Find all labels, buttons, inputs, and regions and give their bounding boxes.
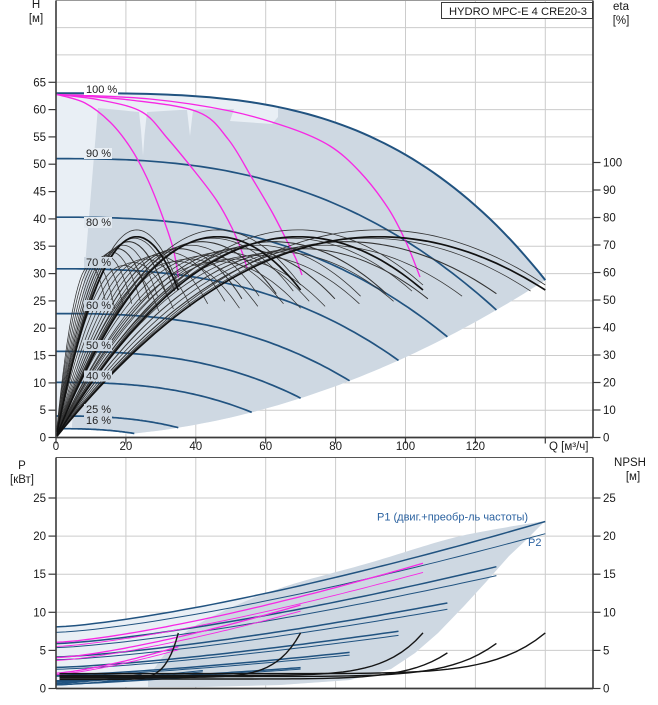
svg-text:20: 20: [33, 531, 46, 543]
svg-text:30: 30: [603, 350, 616, 362]
svg-text:120: 120: [466, 441, 485, 453]
svg-text:P1 (двиг.+преобр-ль частоты): P1 (двиг.+преобр-ль частоты): [377, 512, 528, 524]
svg-text:eta: eta: [613, 1, 630, 13]
svg-text:H: H: [32, 0, 40, 11]
svg-text:20: 20: [33, 323, 46, 335]
svg-text:50: 50: [33, 159, 46, 171]
svg-text:100 %: 100 %: [86, 84, 117, 96]
svg-text:50: 50: [603, 295, 616, 307]
svg-text:25: 25: [33, 493, 46, 505]
svg-text:70: 70: [603, 240, 616, 252]
svg-text:15: 15: [33, 351, 46, 363]
svg-text:P2: P2: [528, 537, 541, 549]
svg-text:HYDRO MPC-E 4 CRE20-3: HYDRO MPC-E 4 CRE20-3: [449, 6, 587, 18]
svg-text:[м]: [м]: [626, 471, 640, 483]
svg-text:25: 25: [33, 296, 46, 308]
svg-text:40: 40: [33, 214, 46, 226]
svg-text:5: 5: [603, 645, 609, 657]
svg-text:[м]: [м]: [29, 13, 43, 25]
svg-text:30: 30: [33, 269, 46, 281]
svg-text:25: 25: [603, 493, 616, 505]
svg-text:10: 10: [603, 607, 616, 619]
svg-text:[кВт]: [кВт]: [10, 474, 34, 486]
svg-text:60: 60: [603, 268, 616, 280]
svg-text:10: 10: [603, 405, 616, 417]
svg-text:65: 65: [33, 77, 46, 89]
svg-text:25 %: 25 %: [86, 404, 111, 416]
svg-text:60: 60: [259, 441, 272, 453]
svg-text:0: 0: [603, 433, 609, 445]
svg-text:60 %: 60 %: [86, 300, 111, 312]
svg-text:20: 20: [120, 441, 133, 453]
svg-text:90 %: 90 %: [86, 148, 111, 160]
svg-text:10: 10: [33, 378, 46, 390]
svg-text:0: 0: [603, 684, 609, 696]
svg-text:80: 80: [329, 441, 342, 453]
svg-text:P: P: [18, 460, 26, 472]
svg-text:70 %: 70 %: [86, 257, 111, 269]
svg-text:55: 55: [33, 132, 46, 144]
svg-text:45: 45: [33, 187, 46, 199]
svg-text:15: 15: [603, 569, 616, 581]
svg-text:5: 5: [40, 645, 46, 657]
svg-text:0: 0: [40, 684, 46, 696]
svg-text:60: 60: [33, 105, 46, 117]
svg-text:0: 0: [53, 441, 59, 453]
svg-text:80: 80: [603, 213, 616, 225]
svg-text:0: 0: [40, 433, 46, 445]
svg-text:40 %: 40 %: [86, 371, 111, 383]
svg-text:80 %: 80 %: [86, 217, 111, 229]
svg-text:[%]: [%]: [613, 15, 630, 27]
svg-text:100: 100: [396, 441, 415, 453]
svg-text:5: 5: [40, 405, 46, 417]
svg-text:16 %: 16 %: [86, 415, 111, 427]
svg-text:40: 40: [603, 323, 616, 335]
svg-text:20: 20: [603, 531, 616, 543]
svg-text:50 %: 50 %: [86, 340, 111, 352]
svg-text:15: 15: [33, 569, 46, 581]
svg-text:NPSH: NPSH: [614, 457, 646, 469]
svg-text:20: 20: [603, 378, 616, 390]
svg-text:10: 10: [33, 607, 46, 619]
svg-text:35: 35: [33, 241, 46, 253]
svg-text:Q [м³/ч]: Q [м³/ч]: [549, 441, 588, 453]
svg-text:90: 90: [603, 185, 616, 197]
svg-text:40: 40: [189, 441, 202, 453]
svg-text:100: 100: [603, 158, 622, 170]
